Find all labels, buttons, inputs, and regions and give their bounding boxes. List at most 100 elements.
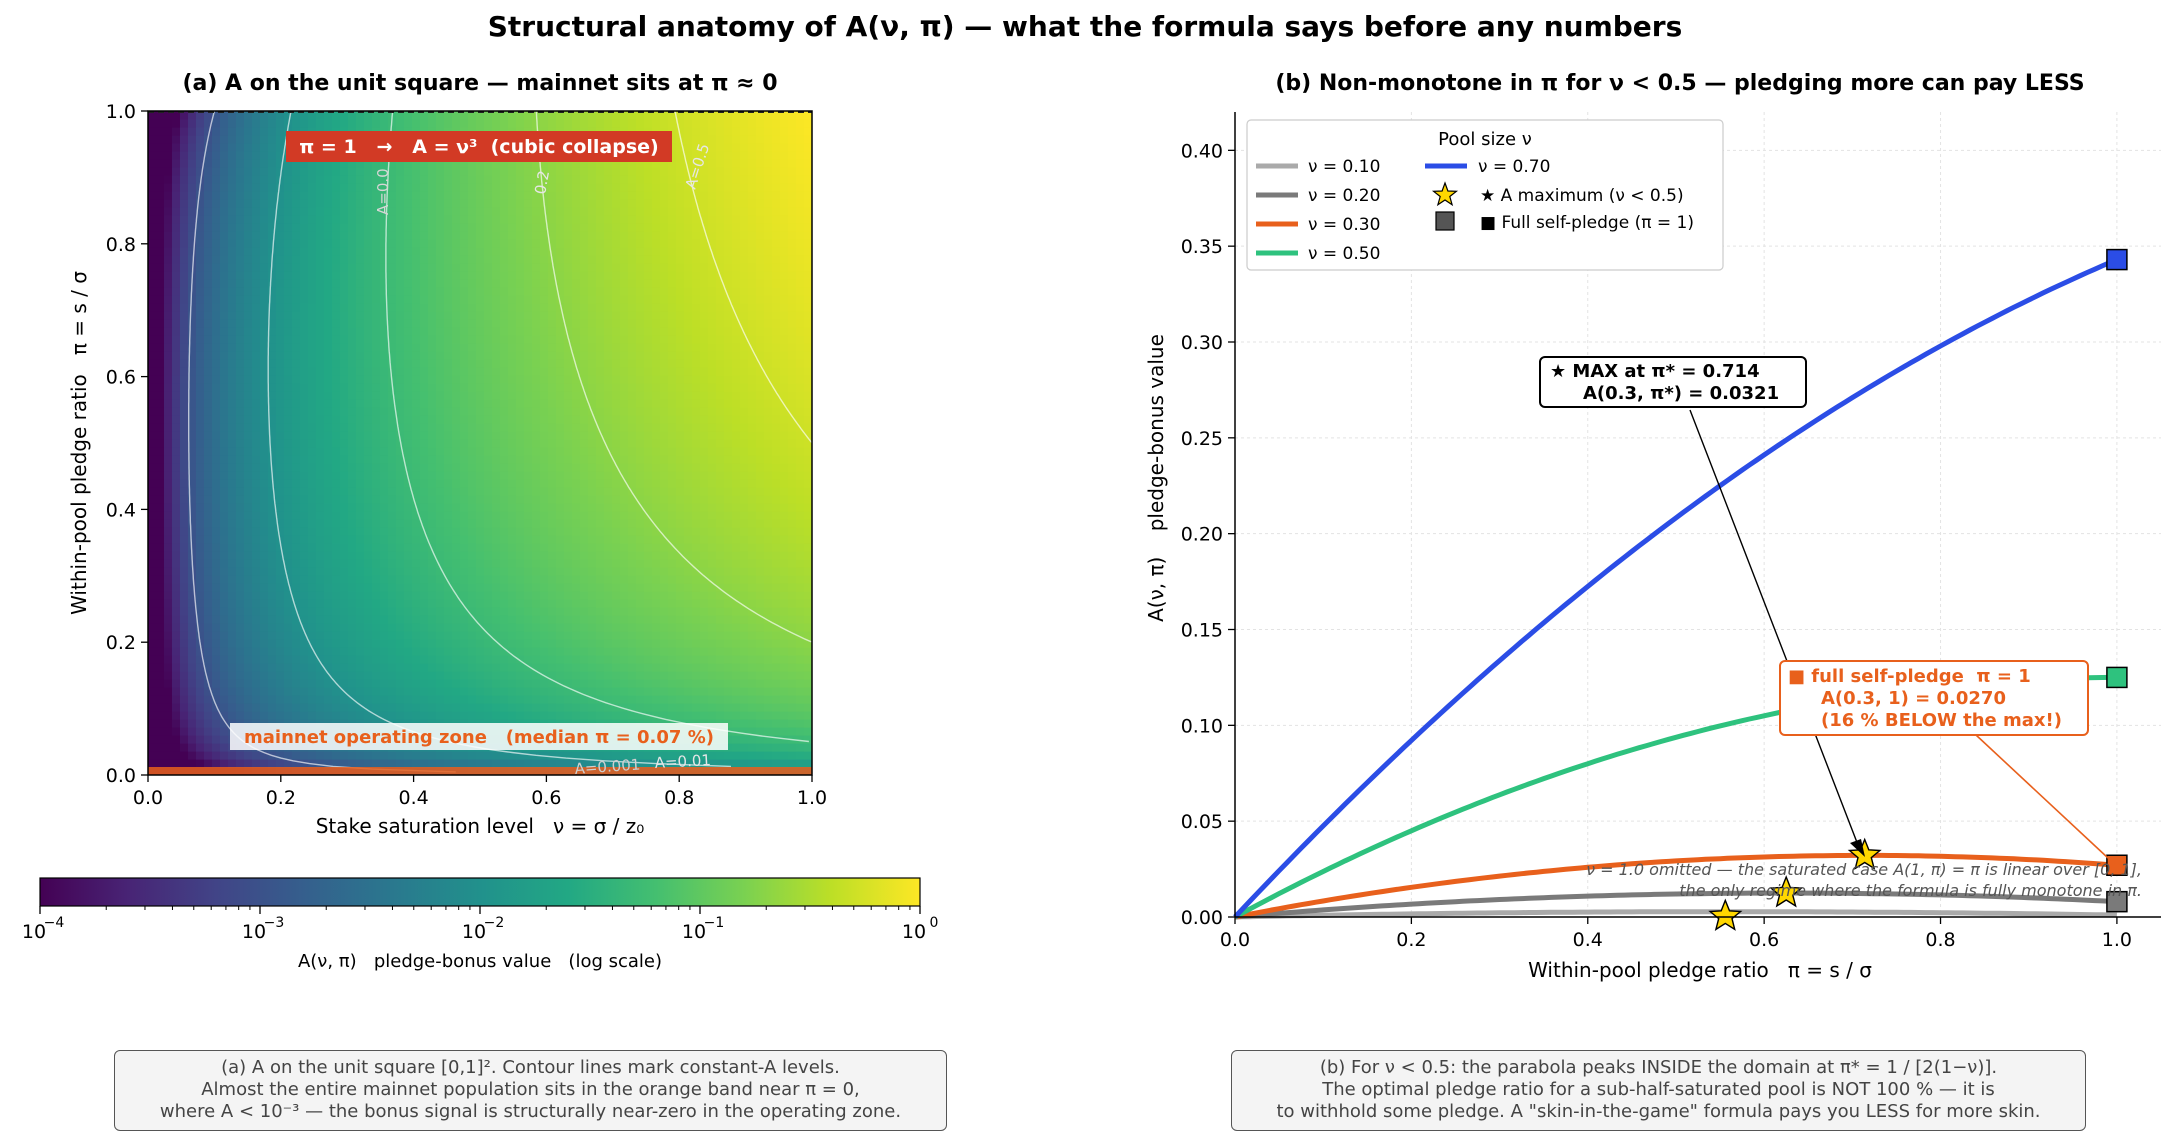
heatmap-cell <box>284 487 293 496</box>
heatmap-cell <box>284 687 293 696</box>
heatmap-cell <box>372 263 381 272</box>
heatmap-cell <box>580 551 589 560</box>
heatmap-cell <box>412 703 421 712</box>
heatmap-cell <box>300 175 309 184</box>
heatmap-cell <box>356 319 365 328</box>
heatmap-cell <box>612 319 621 328</box>
heatmap-cell <box>396 159 405 168</box>
heatmap-cell <box>364 711 373 720</box>
heatmap-cell <box>252 367 261 376</box>
heatmap-cell <box>436 391 445 400</box>
heatmap-cell <box>188 175 197 184</box>
heatmap-cell <box>396 351 405 360</box>
heatmap-cell <box>148 687 157 696</box>
heatmap-cell <box>276 199 285 208</box>
heatmap-cell <box>428 455 437 464</box>
heatmap-cell <box>364 503 373 512</box>
heatmap-cell <box>588 231 597 240</box>
heatmap-cell <box>300 319 309 328</box>
heatmap-cell <box>268 639 277 648</box>
heatmap-cell <box>364 567 373 576</box>
heatmap-cell <box>556 271 565 280</box>
heatmap-cell <box>300 591 309 600</box>
heatmap-cell <box>348 199 357 208</box>
heatmap-cell <box>332 255 341 264</box>
heatmap-cell <box>540 335 549 344</box>
heatmap-cell <box>212 463 221 472</box>
heatmap-cell <box>580 519 589 528</box>
heatmap-cell <box>620 303 629 312</box>
heatmap-cell <box>588 551 597 560</box>
heatmap-cell <box>364 487 373 496</box>
heatmap-cell <box>292 463 301 472</box>
heatmap-cell <box>236 199 245 208</box>
heatmap-cell <box>476 663 485 672</box>
heatmap-cell <box>420 711 429 720</box>
heatmap-cell <box>276 711 285 720</box>
heatmap-cell <box>244 367 253 376</box>
heatmap-cell <box>540 359 549 368</box>
heatmap-cell <box>308 527 317 536</box>
heatmap-cell <box>612 415 621 424</box>
heatmap-cell <box>596 391 605 400</box>
heatmap-cell <box>396 295 405 304</box>
heatmap-cell <box>428 343 437 352</box>
heatmap-cell <box>404 303 413 312</box>
heatmap-cell <box>148 743 157 752</box>
heatmap-cell <box>332 119 341 128</box>
heatmap-cell <box>428 511 437 520</box>
heatmap-cell <box>300 415 309 424</box>
heatmap-cell <box>340 439 349 448</box>
heatmap-cell <box>204 239 213 248</box>
heatmap-cell <box>252 695 261 704</box>
heatmap-cell <box>380 223 389 232</box>
heatmap-cell <box>300 439 309 448</box>
heatmap-cell <box>204 455 213 464</box>
heatmap-cell <box>596 647 605 656</box>
heatmap-cell <box>220 383 229 392</box>
heatmap-cell <box>284 431 293 440</box>
heatmap-cell <box>572 551 581 560</box>
heatmap-cell <box>556 759 565 768</box>
heatmap-cell <box>180 167 189 176</box>
heatmap-cell <box>476 551 485 560</box>
heatmap-cell <box>308 167 317 176</box>
heatmap-cell <box>188 191 197 200</box>
heatmap-cell <box>180 327 189 336</box>
heatmap-cell <box>564 599 573 608</box>
heatmap-cell <box>268 567 277 576</box>
heatmap-cell <box>196 615 205 624</box>
heatmap-cell <box>460 111 469 120</box>
heatmap-cell <box>172 623 181 632</box>
heatmap-cell <box>156 335 165 344</box>
heatmap-cell <box>164 495 173 504</box>
heatmap-cell <box>460 287 469 296</box>
heatmap-cell <box>252 583 261 592</box>
heatmap-cell <box>572 263 581 272</box>
heatmap-cell <box>484 431 493 440</box>
heatmap-cell <box>596 535 605 544</box>
heatmap-cell <box>292 415 301 424</box>
heatmap-cell <box>484 399 493 408</box>
heatmap-cell <box>340 423 349 432</box>
heatmap-cell <box>196 687 205 696</box>
heatmap-cell <box>476 359 485 368</box>
heatmap-cell <box>604 695 613 704</box>
heatmap-cell <box>452 351 461 360</box>
heatmap-cell <box>164 287 173 296</box>
heatmap-cell <box>172 111 181 120</box>
heatmap-cell <box>276 639 285 648</box>
heatmap-cell <box>452 207 461 216</box>
heatmap-cell <box>196 599 205 608</box>
heatmap-cell <box>244 231 253 240</box>
heatmap-cell <box>236 279 245 288</box>
heatmap-cell <box>292 359 301 368</box>
heatmap-cell <box>468 615 477 624</box>
heatmap-cell <box>276 119 285 128</box>
heatmap-cell <box>212 583 221 592</box>
heatmap-cell <box>476 303 485 312</box>
heatmap-cell <box>316 343 325 352</box>
heatmap-cell <box>532 311 541 320</box>
heatmap-cell <box>148 319 157 328</box>
heatmap-cell <box>324 319 333 328</box>
